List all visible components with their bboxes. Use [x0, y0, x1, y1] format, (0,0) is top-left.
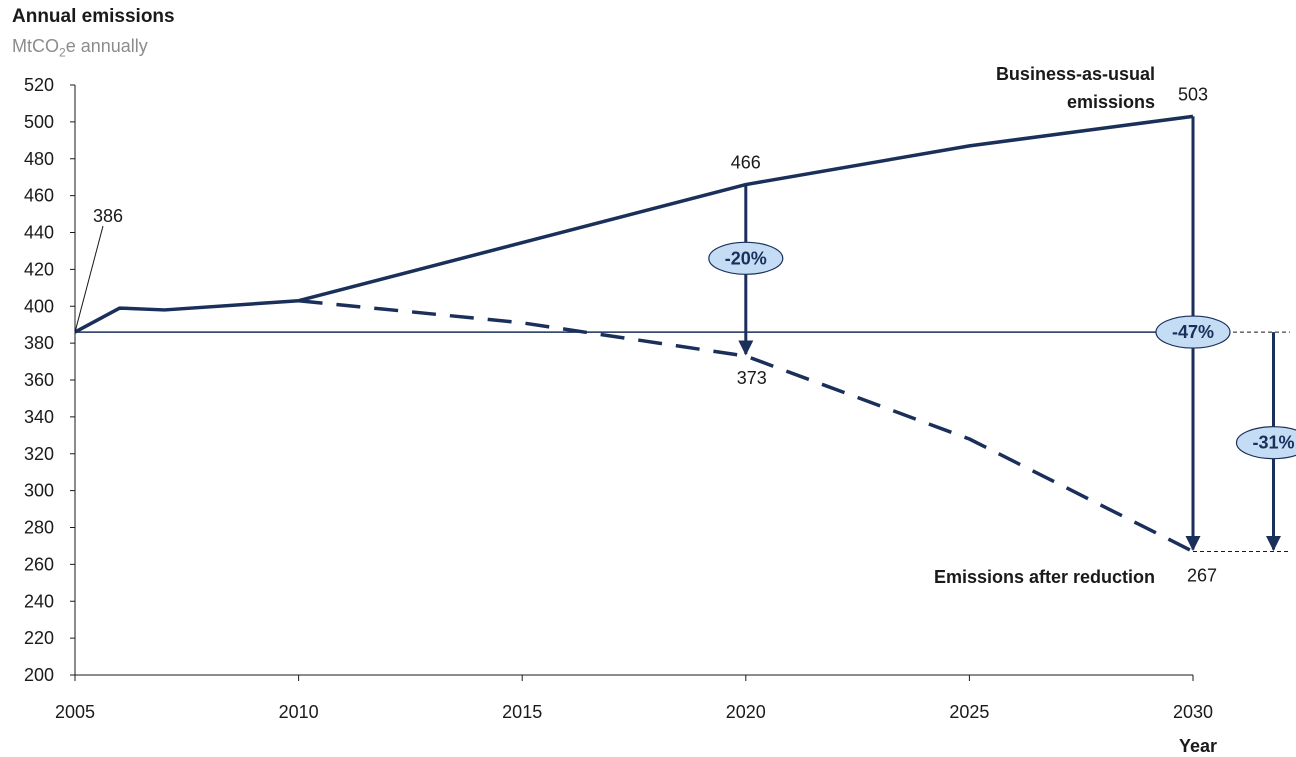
point-label-373: 373 [737, 368, 767, 388]
y-tick-label: 500 [24, 112, 54, 132]
reduction-badge-label-1: -47% [1172, 322, 1214, 342]
reduction-label: Emissions after reduction [934, 567, 1155, 587]
x-tick-label: 2030 [1173, 702, 1213, 722]
bau-series-line [74, 114, 1194, 334]
axes: 200 220 240 260 280 300 320 340 360 380 400 420 440 4… [24, 75, 1217, 756]
chart-subtitle: MtCO2e annually [12, 36, 148, 60]
y-tick-label: 220 [24, 628, 54, 648]
labels: 386 466 373 503 267 Business-as-usual emission… [74, 64, 1217, 587]
y-tick-label: 400 [24, 296, 54, 316]
point-label-386: 386 [93, 206, 123, 226]
x-tick-label: 2025 [949, 702, 989, 722]
subtitle-unit: MtCO [12, 36, 59, 56]
y-tick-label: 200 [24, 665, 54, 685]
bau-label-line-2: emissions [1067, 92, 1155, 112]
x-axis-label: Year [1179, 736, 1217, 756]
point-label-503: 503 [1178, 84, 1208, 104]
reduction-badge-0 [708, 241, 784, 275]
y-tick-label: 320 [24, 444, 54, 464]
y-tick-label: 380 [24, 333, 54, 353]
point-label-466: 466 [731, 153, 761, 173]
x-tick-label: 2005 [55, 702, 95, 722]
reduction-badge-label-2: -31% [1252, 433, 1294, 453]
point-label-267: 267 [1187, 565, 1217, 585]
bau-label-line-1: Business-as-usual [996, 64, 1155, 84]
chart-title: Annual emissions [12, 6, 175, 27]
y-tick-label: 420 [24, 259, 54, 279]
reduction-badge-label-0: -20% [725, 248, 767, 268]
x-tick-label: 2015 [502, 702, 542, 722]
x-tick-label: 2020 [726, 702, 766, 722]
annotations: -20% -47% -31% [708, 116, 1296, 552]
x-tick-label: 2010 [279, 702, 319, 722]
y-tick-label: 340 [24, 407, 54, 427]
y-tick-label: 300 [24, 481, 54, 501]
series [74, 114, 1194, 554]
subtitle-rest: e annually [65, 36, 148, 56]
y-tick-label: 360 [24, 370, 54, 390]
y-tick-label: 520 [24, 75, 54, 95]
reduction-badge-1 [1155, 315, 1231, 349]
subtitle-subscript: 2 [59, 45, 66, 60]
y-tick-label: 240 [24, 591, 54, 611]
leader-line-386 [74, 225, 104, 333]
y-tick-label: 440 [24, 223, 54, 243]
reduction-badge-2 [1235, 426, 1296, 460]
y-tick-label: 460 [24, 186, 54, 206]
y-tick-label: 260 [24, 554, 54, 574]
y-tick-label: 480 [24, 149, 54, 169]
y-tick-label: 280 [24, 518, 54, 538]
reduction-series-line [298, 298, 1194, 554]
